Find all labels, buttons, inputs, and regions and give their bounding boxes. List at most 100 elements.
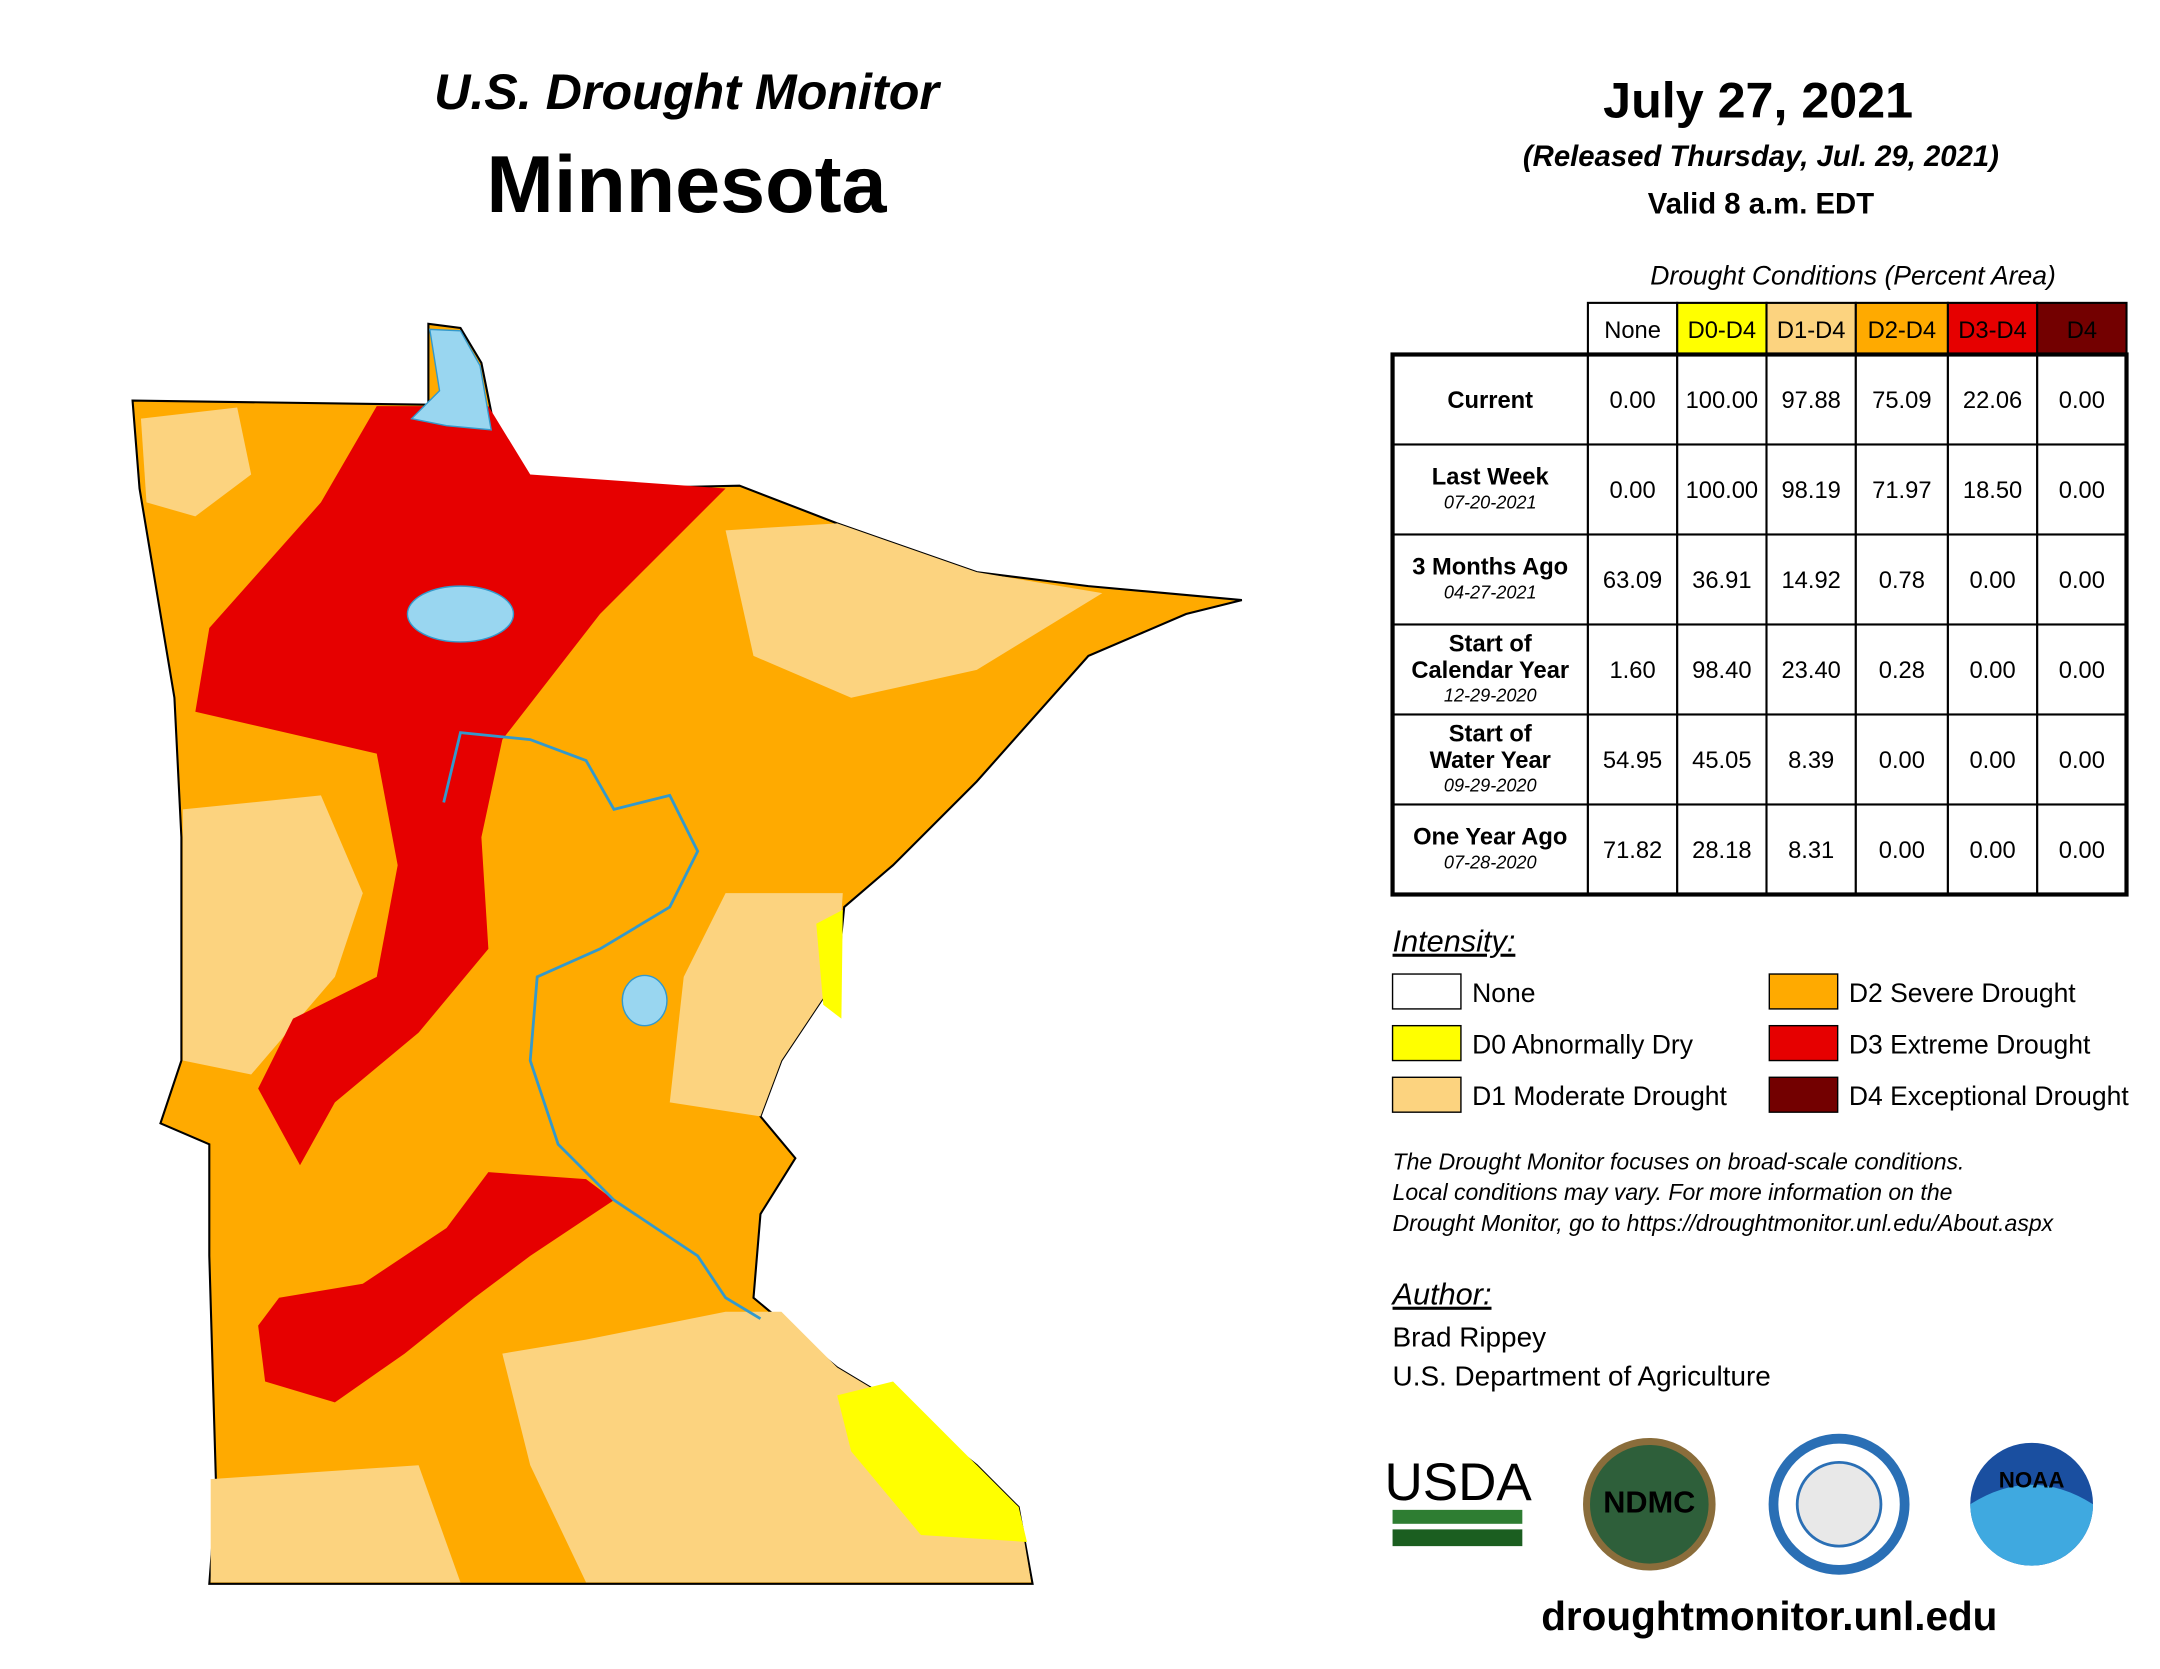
table-caption: Drought Conditions (Percent Area) <box>1650 261 2056 291</box>
value: 54.95 <box>1603 748 1662 774</box>
value: 0.00 <box>2059 748 2105 774</box>
subtitle: U.S. Drought Monitor <box>434 64 941 120</box>
lake <box>406 585 515 643</box>
author-line: Brad Rippey <box>1393 1322 1547 1353</box>
legend-label: D0 Abnormally Dry <box>1472 1030 1694 1060</box>
value: 0.00 <box>1879 748 1925 774</box>
value: 98.19 <box>1781 478 1840 504</box>
commerce-logo-inner <box>1795 1461 1883 1548</box>
d1-region <box>669 893 843 1117</box>
row-label: Water Year <box>1430 748 1551 774</box>
legend-title: Intensity: <box>1393 924 1516 959</box>
value: 45.05 <box>1692 748 1751 774</box>
value-cell <box>1946 713 2039 806</box>
column-header: D4 <box>2067 318 2097 344</box>
legend-label: D3 Extreme Drought <box>1849 1030 2091 1060</box>
value-cell <box>1854 713 1949 806</box>
value: 0.00 <box>1969 748 2015 774</box>
value-cell <box>1765 623 1857 716</box>
note-line: Local conditions may vary. For more info… <box>1393 1179 1953 1205</box>
value: 23.40 <box>1781 658 1840 684</box>
value-cell <box>1676 443 1768 536</box>
value: 8.39 <box>1788 748 1834 774</box>
row-date: 07-20-2021 <box>1444 492 1537 512</box>
legend-swatch <box>1391 973 1462 1010</box>
value-cell <box>1586 713 1679 806</box>
row-date: 07-28-2020 <box>1444 852 1537 872</box>
value: 71.82 <box>1603 838 1662 864</box>
value: 0.00 <box>1879 838 1925 864</box>
value: 100.00 <box>1686 388 1759 414</box>
value-cell <box>1946 623 2039 716</box>
noaa-logo: NOAA <box>1999 1468 2065 1493</box>
ndmc-logo-circle <box>1583 1437 1716 1571</box>
value: 100.00 <box>1686 478 1759 504</box>
row-label: Start of <box>1449 631 1532 657</box>
column-header-cell <box>1854 301 1949 356</box>
value: 75.09 <box>1872 388 1931 414</box>
value-cell <box>1765 713 1857 806</box>
author-line: U.S. Department of Agriculture <box>1393 1361 1771 1392</box>
value-cell <box>1676 623 1768 716</box>
usda-bar <box>1392 1509 1523 1524</box>
legend-swatch <box>1391 1076 1462 1113</box>
author-title: Author: <box>1391 1277 1492 1312</box>
d1-region <box>725 523 1103 698</box>
legend-swatch <box>1768 1024 1839 1062</box>
value: 0.78 <box>1879 568 1925 594</box>
table-border <box>1390 352 2129 897</box>
row-date: 12-29-2020 <box>1444 686 1537 706</box>
column-header: D3-D4 <box>1958 318 2027 344</box>
row-label: Last Week <box>1432 465 1550 491</box>
value: 0.00 <box>2059 568 2105 594</box>
value: 98.40 <box>1692 658 1751 684</box>
noaa-wave <box>1970 1484 2094 1566</box>
value: 0.00 <box>2059 838 2105 864</box>
value-cell <box>1586 353 1679 446</box>
date: July 27, 2021 <box>1603 72 1913 128</box>
valid: Valid 8 a.m. EDT <box>1648 188 1874 221</box>
column-header: None <box>1604 318 1661 344</box>
value: 1.60 <box>1609 658 1655 684</box>
legend-swatch <box>1768 1076 1839 1113</box>
value: 0.00 <box>1609 388 1655 414</box>
legend-swatch <box>1768 973 1839 1010</box>
legend-label: D4 Exceptional Drought <box>1849 1081 2130 1111</box>
value-cell <box>1854 533 1949 626</box>
value: 0.00 <box>1969 838 2015 864</box>
legend-swatch <box>1391 1024 1462 1062</box>
d1-region <box>502 1311 1032 1583</box>
usda-logo: USDA <box>1384 1453 1532 1512</box>
row-label: Start of <box>1449 721 1532 747</box>
value-cell <box>2036 623 2128 716</box>
d3-region <box>258 1172 614 1403</box>
value: 0.00 <box>1969 568 2015 594</box>
value: 0.00 <box>1969 658 2015 684</box>
row-label: 3 Months Ago <box>1412 555 1568 581</box>
note-line: Drought Monitor, go to https://droughtmo… <box>1393 1210 2055 1236</box>
value: 0.00 <box>2059 478 2105 504</box>
conditions-table: None D0-D4 D1-D4 D2-D4 D3-D4 D4 Current 0.00 100… <box>1390 301 2129 897</box>
value: 14.92 <box>1781 568 1840 594</box>
column-header-cell <box>1765 301 1857 356</box>
value-cell <box>1765 533 1857 626</box>
note: The Drought Monitor focuses on broad-sca… <box>1393 1148 2055 1235</box>
value: 0.00 <box>2059 658 2105 684</box>
value: 8.31 <box>1788 838 1834 864</box>
legend-label: D1 Moderate Drought <box>1472 1081 1727 1111</box>
value: 63.09 <box>1603 568 1662 594</box>
legend-label: None <box>1472 978 1535 1008</box>
value: 18.50 <box>1963 478 2022 504</box>
released: (Released Thursday, Jul. 29, 2021) <box>1523 140 1999 173</box>
column-header: D1-D4 <box>1777 318 1846 344</box>
column-header: D2-D4 <box>1868 318 1937 344</box>
d0-region <box>816 909 843 1019</box>
lake <box>621 974 668 1027</box>
value-cell <box>1946 533 2039 626</box>
value-cell <box>1946 443 2039 536</box>
legend-label: D2 Severe Drought <box>1849 978 2076 1008</box>
value-cell <box>1854 353 1949 446</box>
row-label-cell <box>1391 623 1589 716</box>
